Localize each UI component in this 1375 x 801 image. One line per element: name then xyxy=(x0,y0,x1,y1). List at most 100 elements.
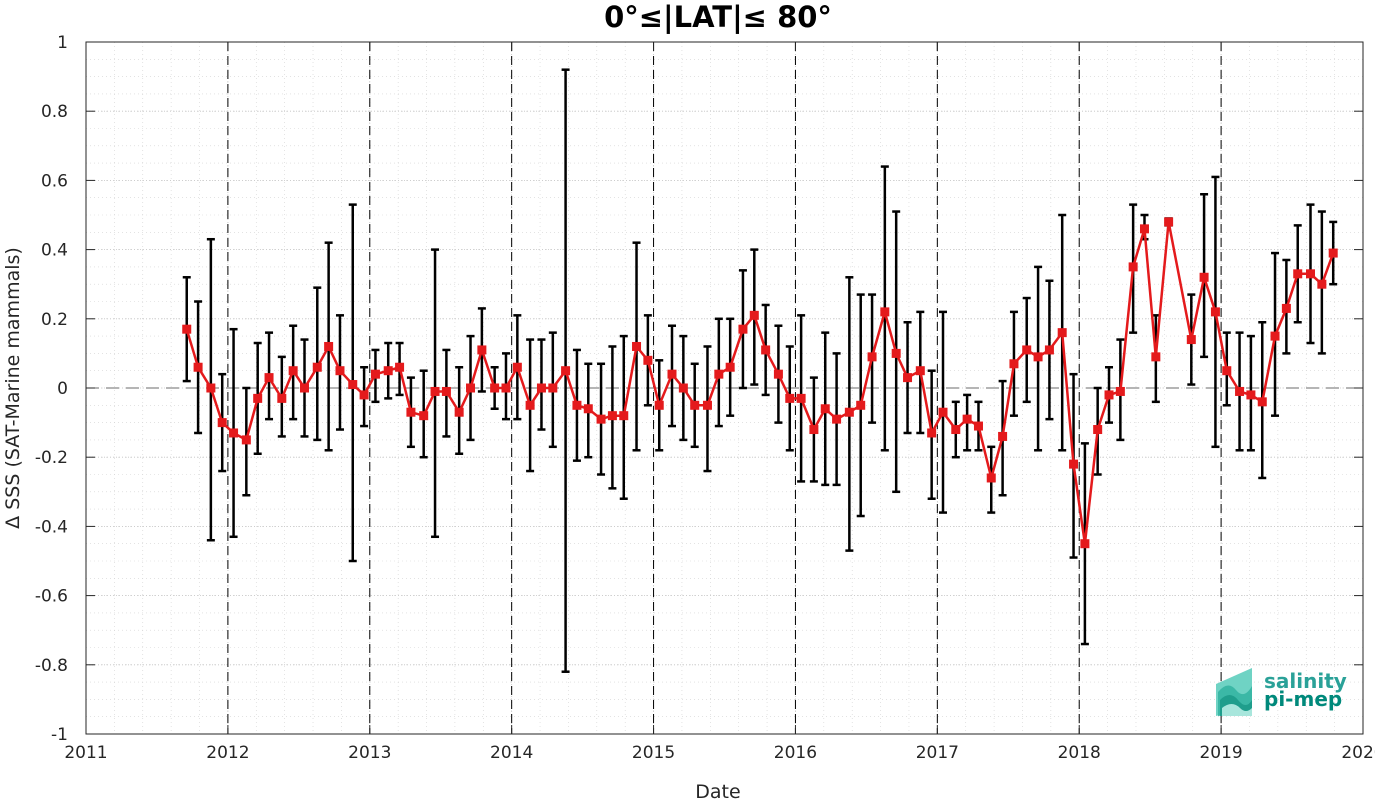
data-point-marker xyxy=(561,366,571,376)
data-point-marker xyxy=(525,400,535,410)
data-point-marker xyxy=(880,307,890,317)
y-tick-label: 0.4 xyxy=(41,241,68,261)
data-point-marker xyxy=(512,362,522,372)
data-point-marker xyxy=(1057,328,1067,338)
y-tick-label: -0.6 xyxy=(35,587,68,607)
data-point-marker xyxy=(832,414,842,424)
data-point-marker xyxy=(383,366,393,376)
data-point-marker xyxy=(430,386,440,396)
data-point-marker xyxy=(229,428,239,438)
y-tick-label: 0 xyxy=(57,379,68,399)
data-point-marker xyxy=(1210,307,1220,317)
data-point-marker xyxy=(678,383,688,393)
data-point-marker xyxy=(572,400,582,410)
data-point-marker xyxy=(466,383,476,393)
data-point-marker xyxy=(903,373,913,383)
data-point-marker xyxy=(1246,390,1256,400)
data-point-marker xyxy=(796,393,806,403)
series-line-group xyxy=(185,220,1335,545)
data-point-marker xyxy=(206,383,216,393)
data-point-marker xyxy=(951,425,961,435)
data-point-marker xyxy=(596,414,606,424)
data-point-marker xyxy=(348,380,358,390)
data-point-marker xyxy=(973,421,983,431)
data-point-marker xyxy=(938,407,948,417)
data-point-marker xyxy=(1033,352,1043,362)
x-tick-label: 2017 xyxy=(916,743,959,763)
data-markers xyxy=(182,217,1338,549)
data-point-marker xyxy=(264,373,274,383)
data-point-marker xyxy=(324,341,334,351)
data-point-marker xyxy=(277,393,287,403)
data-point-marker xyxy=(607,411,617,421)
data-point-marker xyxy=(548,383,558,393)
data-point-marker xyxy=(998,431,1008,441)
data-point-marker xyxy=(241,435,251,445)
data-point-marker xyxy=(1270,331,1280,341)
data-point-marker xyxy=(1281,303,1291,313)
data-point-marker xyxy=(182,324,192,334)
data-point-marker xyxy=(419,411,429,421)
y-tick-label: 0.6 xyxy=(41,171,68,191)
data-point-marker xyxy=(844,407,854,417)
data-point-marker xyxy=(915,366,925,376)
data-point-marker xyxy=(454,407,464,417)
data-point-marker xyxy=(1317,279,1327,289)
data-point-marker xyxy=(359,390,369,400)
data-point-marker xyxy=(312,362,322,372)
data-point-marker xyxy=(217,418,227,428)
data-point-marker xyxy=(1186,335,1196,345)
data-point-marker xyxy=(1022,345,1032,355)
data-point-marker xyxy=(370,369,380,379)
error-bars xyxy=(182,68,1338,673)
data-point-marker xyxy=(632,341,642,351)
data-point-marker xyxy=(667,369,677,379)
data-point-marker xyxy=(1104,390,1114,400)
data-point-marker xyxy=(1199,272,1209,282)
x-tick-label: 2012 xyxy=(206,743,249,763)
data-point-marker xyxy=(986,473,996,483)
data-point-marker xyxy=(536,383,546,393)
data-point-marker xyxy=(1080,539,1090,549)
data-point-marker xyxy=(1009,359,1019,369)
data-point-marker xyxy=(1044,345,1054,355)
x-tick-labels: 2011 2012 2013 2014 2015 2016 2017 2018 2019 2020 xyxy=(64,743,1375,763)
x-tick-label: 2018 xyxy=(1058,743,1101,763)
data-point-marker xyxy=(749,310,759,320)
data-point-marker xyxy=(253,393,263,403)
data-point-marker xyxy=(654,400,664,410)
data-point-marker xyxy=(820,404,830,414)
data-point-marker xyxy=(738,324,748,334)
data-point-marker xyxy=(1115,386,1125,396)
series-line xyxy=(185,220,1335,545)
data-point-marker xyxy=(702,400,712,410)
data-point-marker xyxy=(1293,269,1303,279)
x-tick-label: 2015 xyxy=(632,743,675,763)
y-tick-label: -0.4 xyxy=(35,517,68,537)
y-tick-label: -1 xyxy=(51,725,68,745)
data-point-marker xyxy=(501,383,511,393)
y-tick-label: 1 xyxy=(57,33,68,53)
x-tick-label: 2019 xyxy=(1199,743,1242,763)
waves-icon xyxy=(1216,668,1252,716)
data-point-marker xyxy=(773,369,783,379)
data-point-marker xyxy=(856,400,866,410)
y-tick-label: 0.8 xyxy=(41,102,68,122)
data-point-marker xyxy=(619,411,629,421)
data-point-marker xyxy=(785,393,795,403)
data-point-marker xyxy=(643,355,653,365)
data-point-marker xyxy=(193,362,203,372)
data-point-marker xyxy=(406,407,416,417)
reference-lines xyxy=(86,42,1363,734)
axis-ticks xyxy=(85,41,1364,735)
data-point-marker xyxy=(395,362,405,372)
data-point-marker xyxy=(809,425,819,435)
data-point-marker xyxy=(1093,425,1103,435)
data-point-marker xyxy=(490,383,500,393)
data-point-marker xyxy=(300,383,310,393)
y-tick-label: 0.2 xyxy=(41,310,68,330)
logo-text-salinity: salinity xyxy=(1264,669,1347,693)
data-point-marker xyxy=(288,366,298,376)
data-point-marker xyxy=(891,348,901,358)
